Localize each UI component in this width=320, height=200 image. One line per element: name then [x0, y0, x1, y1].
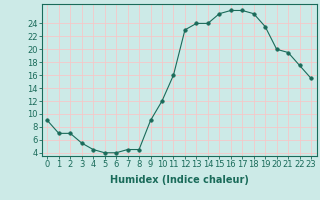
X-axis label: Humidex (Indice chaleur): Humidex (Indice chaleur) — [110, 175, 249, 185]
